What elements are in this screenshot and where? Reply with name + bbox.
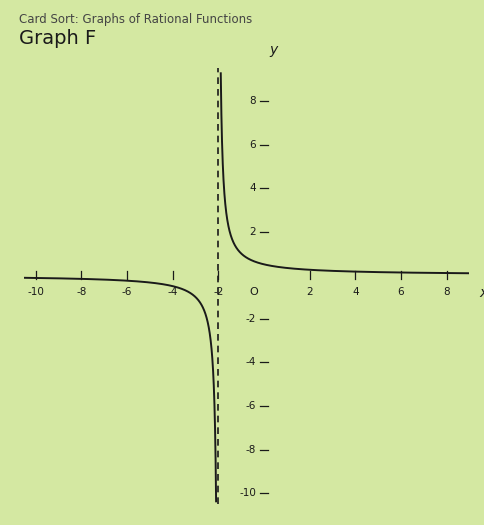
Text: 2: 2 xyxy=(306,287,313,297)
Text: -4: -4 xyxy=(245,358,256,368)
Text: Card Sort: Graphs of Rational Functions: Card Sort: Graphs of Rational Functions xyxy=(19,13,253,26)
Text: -8: -8 xyxy=(76,287,87,297)
Text: O: O xyxy=(250,287,258,297)
Text: 6: 6 xyxy=(249,140,256,150)
Text: 8: 8 xyxy=(443,287,450,297)
Text: -10: -10 xyxy=(27,287,44,297)
Text: -2: -2 xyxy=(245,314,256,324)
Text: Graph F: Graph F xyxy=(19,29,97,48)
Text: -10: -10 xyxy=(239,488,256,498)
Text: 4: 4 xyxy=(352,287,359,297)
Text: y: y xyxy=(270,44,278,57)
Text: 2: 2 xyxy=(249,227,256,237)
Text: -6: -6 xyxy=(122,287,132,297)
Text: -4: -4 xyxy=(167,287,178,297)
Text: -6: -6 xyxy=(245,401,256,411)
Text: -2: -2 xyxy=(213,287,224,297)
Text: x: x xyxy=(479,286,484,300)
Text: 8: 8 xyxy=(249,96,256,106)
Text: 4: 4 xyxy=(249,183,256,193)
Text: 6: 6 xyxy=(398,287,404,297)
Text: -8: -8 xyxy=(245,445,256,455)
